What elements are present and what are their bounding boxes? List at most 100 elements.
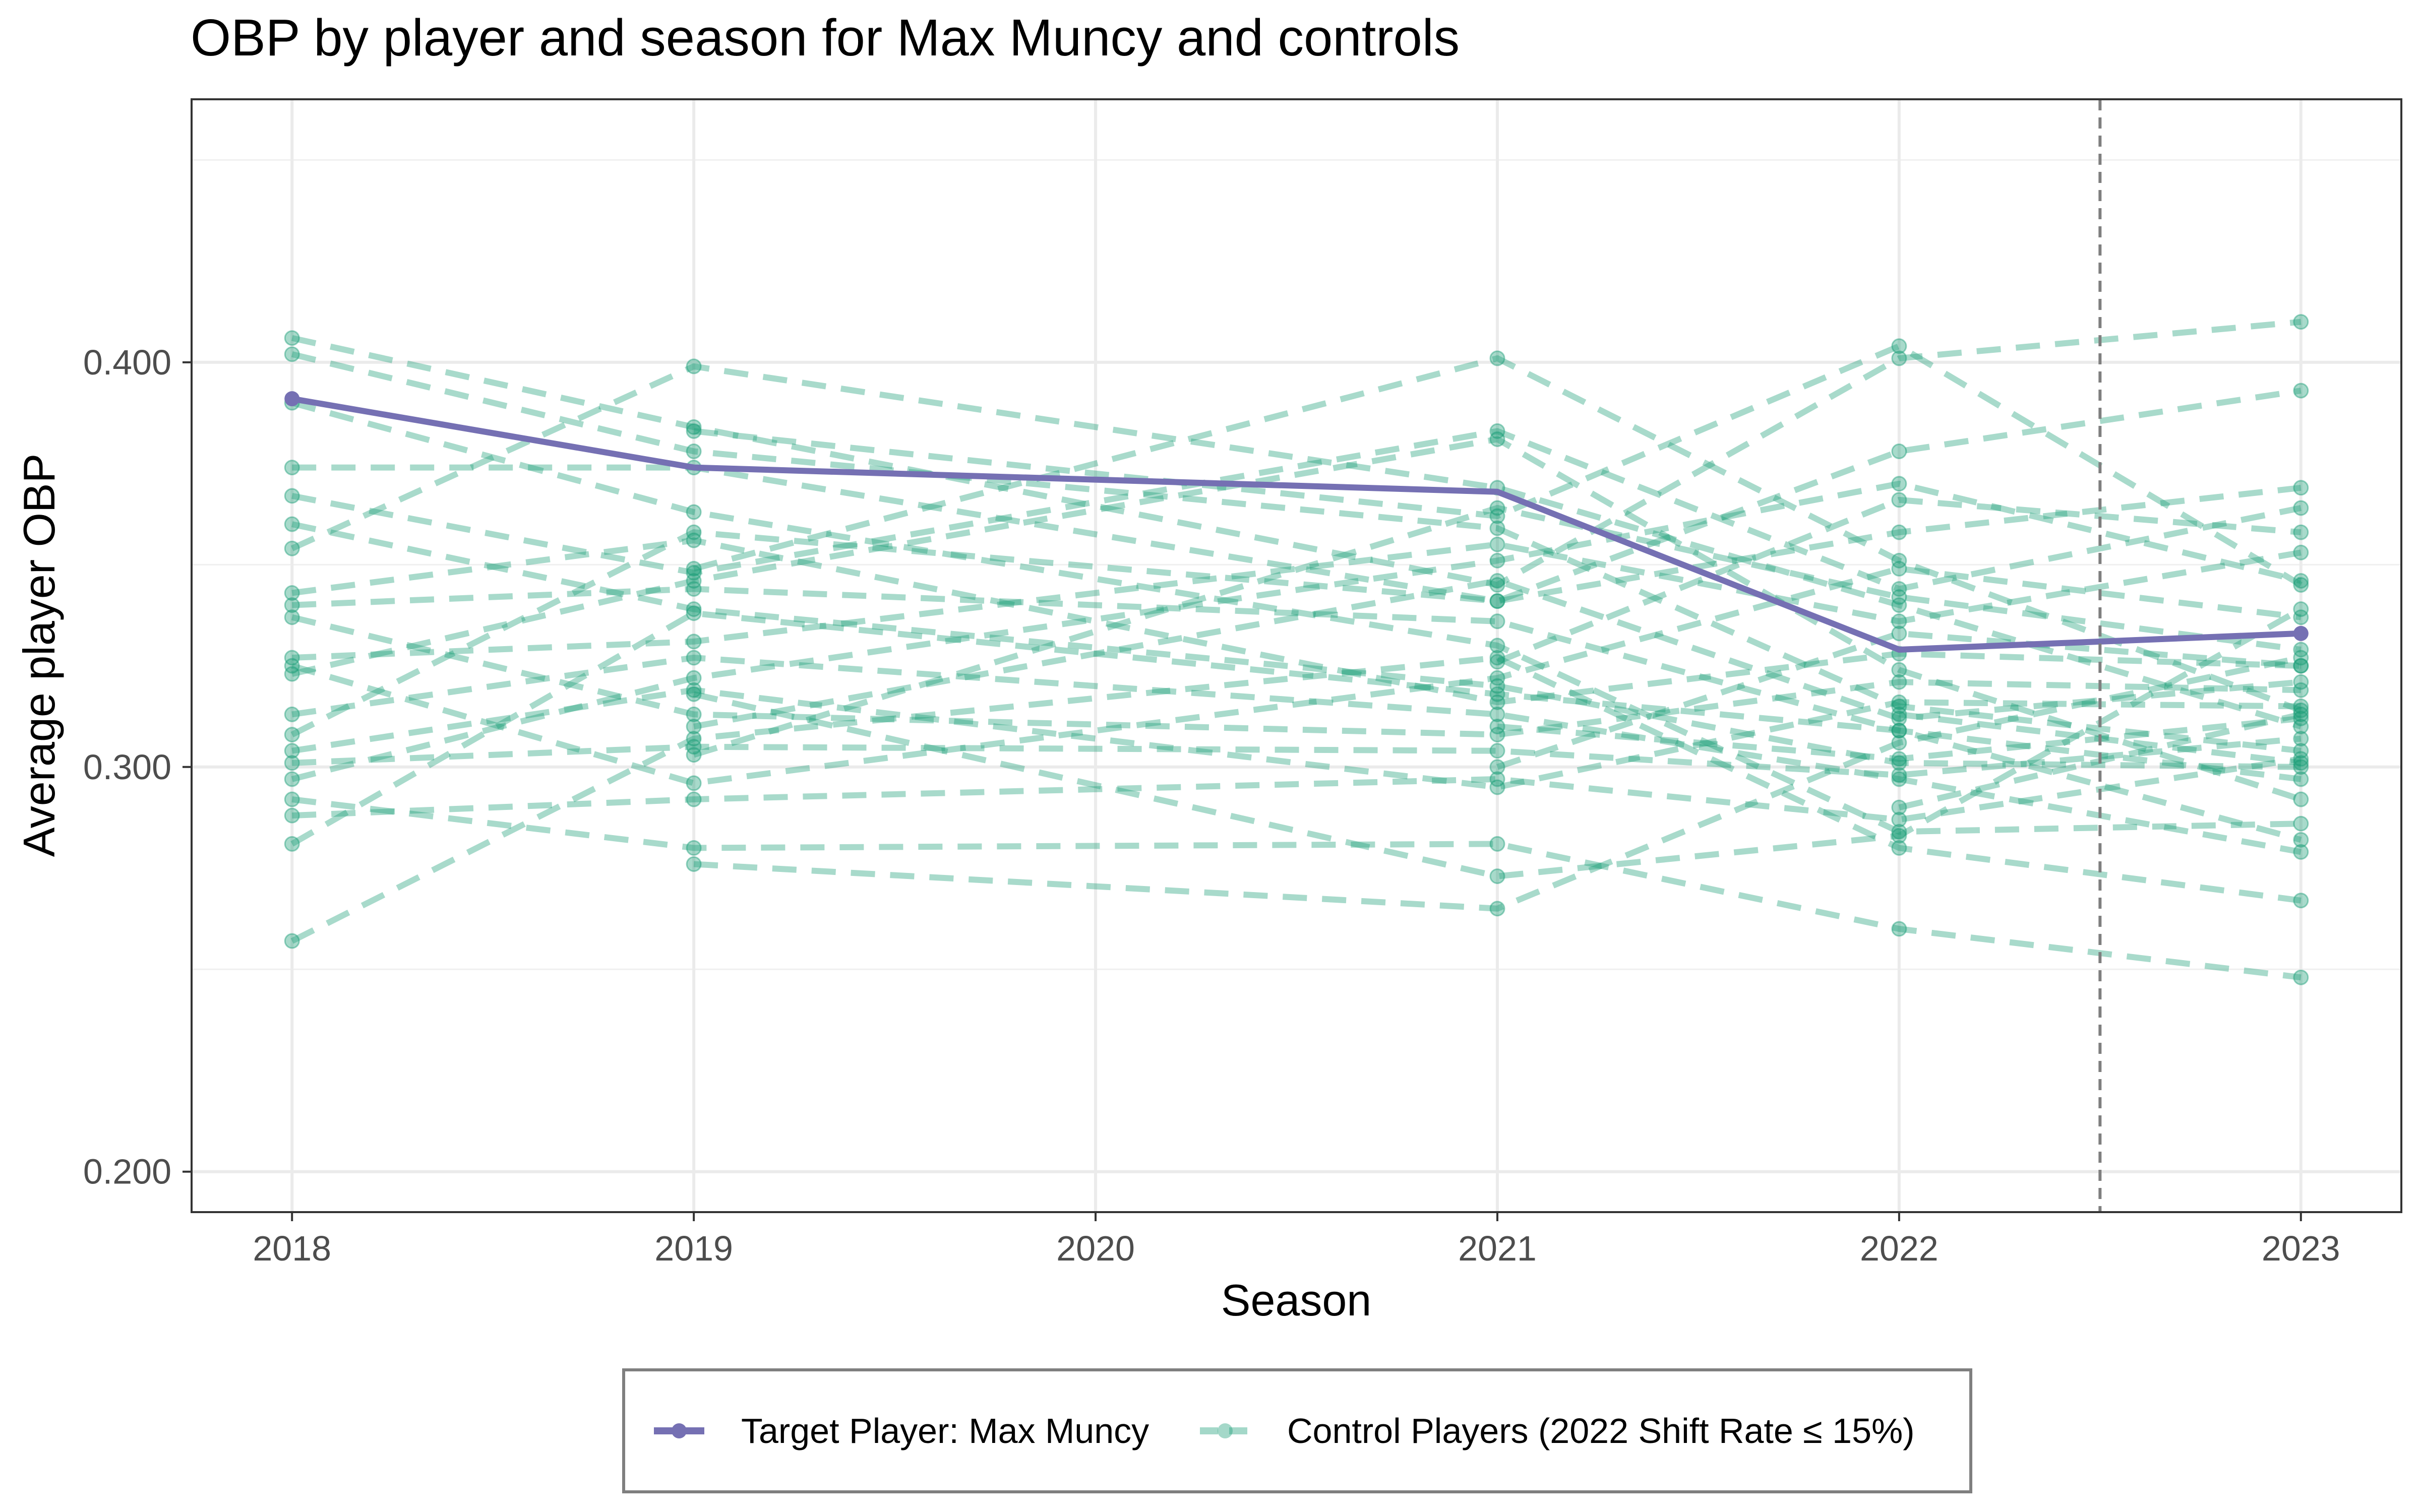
- control-player-point: [686, 856, 702, 872]
- legend-label-control: Control Players (2022 Shift Rate ≤ 15%): [1287, 1411, 1915, 1451]
- control-player-line: [693, 505, 2302, 758]
- control-player-point: [1489, 678, 1505, 694]
- control-player-point: [1891, 921, 1907, 937]
- target-player-point: [2293, 625, 2309, 641]
- control-player-point: [1891, 597, 1907, 613]
- control-player-line: [290, 610, 2302, 847]
- control-player-point: [1891, 735, 1907, 751]
- control-player-point: [1891, 674, 1907, 690]
- control-player-point: [1489, 719, 1505, 735]
- control-player-point: [284, 755, 300, 771]
- control-player-point: [1489, 552, 1505, 569]
- control-player-point: [1489, 759, 1505, 775]
- control-player-point: [1489, 536, 1505, 552]
- control-player-point: [1891, 710, 1907, 726]
- control-player-point: [2293, 815, 2309, 832]
- x-tick-label: 2023: [2262, 1229, 2340, 1268]
- control-player-point: [1489, 431, 1505, 447]
- control-player-point: [2293, 650, 2309, 666]
- control-player-point: [2293, 674, 2309, 690]
- control-player-line: [291, 614, 2301, 738]
- control-player-point: [1489, 654, 1505, 670]
- control-player-point: [686, 747, 702, 763]
- control-player-point: [686, 706, 702, 722]
- legend-key-target: [654, 1423, 704, 1438]
- control-player-line: [291, 400, 2301, 835]
- x-tick-label: 2018: [253, 1229, 331, 1268]
- control-player-point: [284, 807, 300, 824]
- control-player-point: [1489, 577, 1505, 593]
- control-player-point: [686, 581, 702, 597]
- control-player-point: [1489, 771, 1505, 787]
- target-player-line: [284, 391, 2309, 653]
- control-player-point: [686, 601, 702, 617]
- control-player-point: [686, 560, 702, 577]
- control-player-point: [686, 444, 702, 460]
- control-player-point: [1891, 552, 1907, 569]
- control-player-point: [2293, 743, 2309, 759]
- y-tick-label: 0.300: [83, 747, 171, 787]
- control-player-point: [1891, 755, 1907, 771]
- control-player-point: [2293, 755, 2309, 771]
- chart-title: OBP by player and season for Max Muncy a…: [191, 9, 1460, 67]
- control-player-line: [291, 436, 2302, 802]
- control-player-point: [1891, 824, 1907, 840]
- control-player-point: [2293, 573, 2309, 589]
- control-player-point: [1489, 694, 1505, 710]
- control-player-point: [2293, 577, 2309, 593]
- control-player-point: [1489, 613, 1505, 629]
- control-player-line: [291, 537, 2301, 706]
- x-tick-label: 2019: [654, 1229, 733, 1268]
- control-player-point: [284, 791, 300, 807]
- y-axis-title: Average player OBP: [14, 454, 64, 857]
- control-player-point: [2293, 832, 2309, 848]
- control-player-line: [291, 319, 2302, 588]
- control-player-point: [1891, 560, 1907, 577]
- control-player-point: [1489, 638, 1505, 654]
- control-player-point: [2293, 702, 2309, 718]
- control-player-point: [284, 516, 300, 532]
- control-player-point: [1891, 613, 1907, 629]
- control-player-point: [1891, 698, 1907, 714]
- control-player-point: [686, 686, 702, 702]
- control-player-point: [686, 564, 702, 581]
- control-player-point: [1489, 508, 1505, 524]
- control-player-point: [686, 573, 702, 589]
- control-player-point: [686, 423, 702, 439]
- control-player-point: [284, 743, 300, 759]
- control-player-point: [686, 731, 702, 747]
- control-player-line: [291, 351, 2302, 754]
- control-player-line: [291, 735, 2302, 778]
- control-player-point: [1891, 767, 1907, 783]
- control-player-line: [292, 388, 2302, 604]
- control-player-point: [284, 933, 300, 949]
- control-player-point: [284, 460, 300, 476]
- control-player-point: [2293, 893, 2309, 909]
- control-player-point: [1891, 350, 1907, 366]
- control-player-line: [291, 655, 2302, 855]
- control-player-point: [686, 775, 702, 791]
- control-player-point: [2293, 710, 2309, 726]
- control-player-point: [2293, 642, 2309, 658]
- target-player-point: [284, 391, 300, 407]
- control-player-point: [2293, 544, 2309, 560]
- x-tick-label: 2022: [1860, 1229, 1939, 1268]
- control-player-point: [1489, 686, 1505, 702]
- y-tick-label: 0.200: [83, 1152, 171, 1191]
- control-player-point: [1891, 662, 1907, 678]
- control-player-point: [2293, 731, 2309, 747]
- control-player-point: [2293, 706, 2309, 722]
- legend-box: [622, 1368, 1972, 1493]
- control-player-point: [1489, 706, 1505, 722]
- control-player-point: [686, 682, 702, 698]
- control-player-point: [1489, 650, 1505, 666]
- control-player-line: [291, 428, 2302, 592]
- control-player-point: [1489, 779, 1505, 795]
- control-player-point: [1891, 444, 1907, 460]
- control-player-point: [1891, 625, 1907, 642]
- control-player-point: [686, 504, 702, 520]
- control-player-point: [1891, 828, 1907, 844]
- control-player-point: [1489, 727, 1505, 743]
